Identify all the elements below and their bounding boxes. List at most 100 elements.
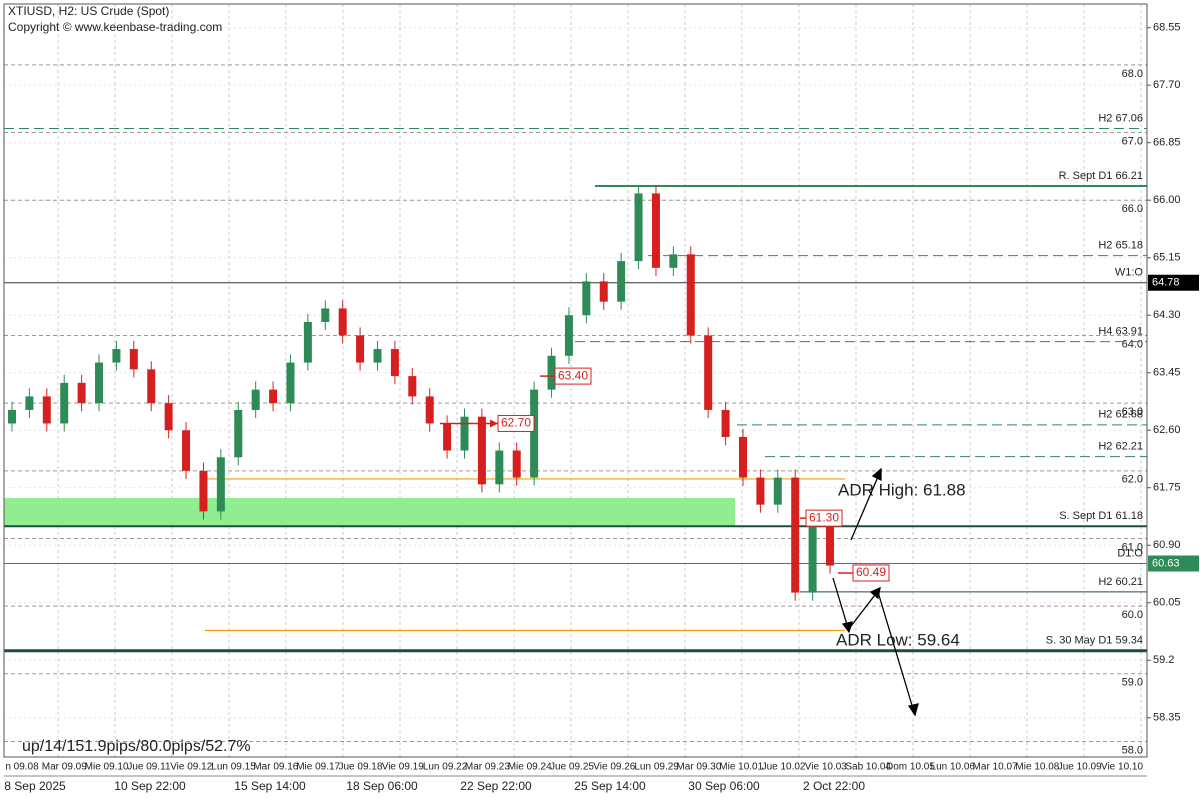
adr-label: ADR Low: 59.64 [836,630,960,649]
candle-body [408,376,417,397]
support-zone [4,497,735,527]
level-label: S. Sept D1 61.18 [1059,510,1143,522]
price-box [1148,274,1199,291]
day-label: Sab 10.04 [845,762,891,773]
x-tick-label: 22 Sep 22:00 [460,779,532,793]
candle-body [269,389,278,404]
candle-body [356,335,365,363]
candle-body [373,349,382,363]
candle-body [738,436,747,478]
y-tick-label: 66.00 [1153,194,1181,206]
day-label: Lun 10.06 [931,762,976,773]
candle-body [8,409,16,424]
candle-body [512,450,521,478]
level-label: H2 65.18 [1098,240,1143,252]
plot-frame [3,3,1148,758]
candle-body [60,382,69,424]
day-label: Lun 09.22 [423,762,468,773]
round-level-label: 58.0 [1122,744,1143,756]
chart-title: XTIUSD, H2: US Crude (Spot) [8,4,169,18]
candle-body [234,409,243,458]
candle-body [791,477,800,593]
stats-text: up/14/151.9pips/80.0pips/52.7% [22,738,251,755]
candle-body [338,308,347,336]
y-tick-label: 60.05 [1153,597,1181,609]
marker-label: 62.70 [501,416,531,430]
level-label: H2 62.21 [1098,441,1143,453]
copyright: Copyright © www.keenbase-trading.com [8,20,222,34]
day-label: Mie 09.17 [296,762,340,773]
day-label: Lun 09.15 [211,762,256,773]
level-label: H2 67.06 [1098,112,1143,124]
day-label: Vie 10.03 [805,762,848,773]
level-label: H4 63.91 [1098,326,1143,338]
candle-body [826,524,834,566]
marker-box [852,564,890,582]
round-level-label: 59.0 [1122,677,1143,689]
candle-body [251,389,260,410]
candle-body [95,362,104,404]
marker-label: 61.30 [809,510,839,524]
candle-body [182,430,191,471]
day-label: Mie 09.24 [508,762,552,773]
candle-body [77,382,86,404]
x-tick-label: 2 Oct 22:00 [803,779,865,793]
x-tick-label: 8 Sep 2025 [4,779,66,793]
round-level-label: 67.0 [1122,135,1143,147]
round-level-label: 63.0 [1122,406,1143,418]
day-label: Vie 10.10 [1101,762,1144,773]
candle-body [756,477,765,505]
candle-body [704,335,713,410]
candle-body [112,349,121,363]
level-label: H2 60.21 [1098,576,1143,588]
candle-body [303,321,312,363]
candle-body [477,416,486,485]
x-tick-label: 15 Sep 14:00 [234,779,306,793]
day-label: Jue 10.02 [762,762,806,773]
round-level-label: 66.0 [1122,203,1143,215]
round-level-label: 61.0 [1122,541,1143,553]
candle-body [495,450,504,485]
candle-body [147,369,156,404]
y-tick-label: 60.90 [1153,539,1181,551]
day-label: Jue 10.09 [1058,762,1102,773]
marker-box [497,414,535,432]
day-label: Mie 09.10 [85,762,129,773]
price-box [1148,555,1199,572]
candle-body [443,423,452,451]
round-level-label: 64.0 [1122,338,1143,350]
candle-body [634,193,643,262]
day-label: Jue 09.25 [550,762,594,773]
level-label: S. 30 May D1 59.34 [1046,635,1143,647]
y-tick-label: 68.55 [1153,22,1181,34]
candle-body [390,349,399,377]
x-tick-label: 18 Sep 06:00 [346,779,418,793]
marker-label: 63.40 [558,368,588,382]
day-label: Mar 10.07 [973,762,1018,773]
x-tick-label: 25 Sep 14:00 [574,779,646,793]
level-label: R. Sept D1 66.21 [1059,170,1143,182]
day-label: Mar 09.30 [676,762,721,773]
candle-body [773,477,782,505]
candle-body [129,349,138,370]
marker-box [554,367,592,385]
candle-body [651,193,660,268]
candle-body [599,281,608,302]
day-label: Mar 09.23 [465,762,510,773]
day-label: Jue 09.11 [127,762,171,773]
level-label: W1:O [1115,267,1144,279]
y-tick-label: 66.85 [1153,137,1181,149]
round-level-label: 60.0 [1122,609,1143,621]
day-label: Jue 09.18 [338,762,382,773]
day-label: Mie 10.01 [719,762,763,773]
candle-body [321,308,330,322]
candle-body [164,403,173,431]
candle-body [216,457,225,512]
round-level-label: 62.0 [1122,474,1143,486]
round-level-label: 68.0 [1122,68,1143,80]
y-tick-label: 61.75 [1153,482,1181,494]
y-tick-label: 59.2 [1153,654,1174,666]
candle-body [808,524,817,593]
